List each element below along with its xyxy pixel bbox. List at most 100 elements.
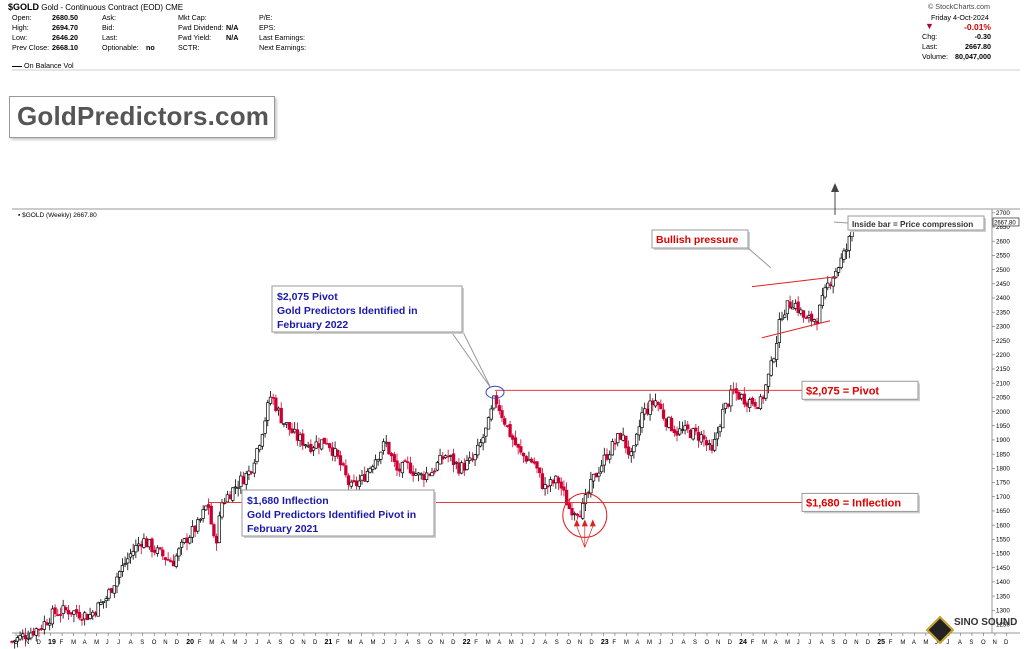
x-tick-label: M — [486, 640, 491, 646]
candle-body — [667, 416, 671, 428]
candle-body — [484, 427, 488, 437]
candle-body — [136, 543, 141, 546]
candle-body — [363, 474, 367, 482]
candle-body — [764, 384, 768, 399]
candle-body — [128, 553, 133, 558]
x-tick-label: M — [371, 640, 376, 646]
candle-body — [403, 460, 407, 463]
candle-body — [777, 319, 781, 343]
candle-body — [23, 635, 28, 640]
candle-body — [80, 618, 84, 621]
candle-body — [688, 429, 693, 439]
x-tick-label: 21 — [324, 639, 332, 646]
inside-bar-pointer — [833, 221, 849, 224]
candle-body — [188, 537, 192, 544]
candle-body — [766, 373, 771, 387]
last-label: Last: — [922, 42, 938, 51]
candle-body — [118, 571, 122, 578]
candle-body — [241, 476, 246, 485]
x-tick-label: J — [255, 640, 258, 646]
y-tick-label: 1550 — [996, 537, 1010, 544]
candle-body — [217, 515, 221, 544]
last-value: 2667.80 — [965, 42, 991, 51]
x-tick-label: S — [417, 640, 421, 646]
candle-body — [516, 443, 520, 448]
x-tick-label: F — [751, 640, 755, 646]
candle-body — [634, 433, 639, 446]
candle-body — [319, 439, 324, 450]
candle-body — [15, 637, 20, 642]
candle-body — [166, 559, 170, 561]
x-tick-label: J — [244, 640, 247, 646]
inflection-callout-line: $1,680 Inflection — [247, 495, 329, 507]
candle-body — [578, 515, 582, 518]
candle-body — [626, 446, 631, 455]
symbol-title: $GOLD Gold - Continuous Contract (EOD) C… — [8, 2, 183, 13]
candle-body — [678, 428, 682, 435]
candle-body — [354, 480, 359, 487]
candle-body — [780, 317, 784, 321]
candle-body — [406, 461, 410, 464]
candle-body — [457, 462, 461, 474]
x-tick-label: 22 — [463, 639, 471, 646]
candle-body — [468, 457, 472, 461]
logo-text: SINO SOUND — [954, 617, 1018, 628]
y-tick-label: 1300 — [996, 607, 1010, 614]
candle-body — [255, 448, 259, 462]
candle-body — [745, 402, 749, 407]
last-price-tag: 2667.80 — [994, 220, 1016, 226]
candle-body — [341, 463, 345, 466]
x-tick-label: M — [785, 640, 790, 646]
candle-body — [737, 392, 741, 400]
candle-body — [632, 445, 636, 453]
candle-body — [276, 407, 281, 411]
candle-body — [252, 462, 256, 474]
candle-body — [104, 598, 108, 602]
candle-body — [349, 481, 353, 487]
candle-body — [567, 503, 571, 509]
candle-body — [368, 468, 372, 473]
candle-body — [438, 454, 442, 465]
brand-box: GoldPredictors.com — [9, 96, 275, 138]
quote-date: Friday 4-Oct-2024 — [931, 13, 989, 22]
candle-body — [58, 614, 63, 616]
candle-body — [847, 235, 851, 251]
quote-v2: no — [146, 43, 155, 52]
pivot-callout-box — [271, 285, 463, 333]
inflection-label-box — [801, 492, 919, 512]
candle-body — [357, 480, 361, 487]
x-tick-label: N — [25, 640, 29, 646]
candle-body — [174, 555, 178, 567]
candle-body — [212, 524, 216, 537]
candle-body — [734, 388, 738, 394]
brand-text: GoldPredictors.com — [17, 101, 270, 131]
quote-l4: Next Earnings: — [259, 43, 307, 52]
candle-body — [613, 442, 617, 445]
candle-body — [233, 486, 238, 489]
y-tick-label: 2050 — [996, 395, 1010, 402]
logo: SINO SOUND — [925, 615, 1022, 649]
candle-body — [346, 475, 351, 485]
inside-bar-label-text: Inside bar = Price compression — [852, 220, 973, 229]
candle-body — [675, 430, 679, 436]
y-tick-label: 2250 — [996, 338, 1010, 345]
x-tick-label: F — [889, 640, 893, 646]
candle-body — [392, 454, 396, 462]
candle-body — [274, 397, 278, 411]
candle-body — [131, 551, 135, 556]
x-tick-label: A — [912, 640, 916, 646]
candle-body — [177, 548, 181, 557]
y-tick-label: 2300 — [996, 324, 1010, 331]
quote-l: High: — [12, 23, 29, 32]
candle-body — [742, 393, 746, 405]
candle-body — [61, 605, 65, 614]
y-tick-label: 2150 — [996, 366, 1010, 373]
x-tick-label: M — [509, 640, 514, 646]
candle-body — [774, 343, 779, 360]
candle-body — [360, 475, 364, 481]
candle-body — [605, 453, 609, 460]
red-arrow-icon — [581, 519, 588, 527]
candle-body — [209, 505, 213, 525]
candle-body — [459, 462, 464, 474]
candle-body — [686, 424, 690, 430]
